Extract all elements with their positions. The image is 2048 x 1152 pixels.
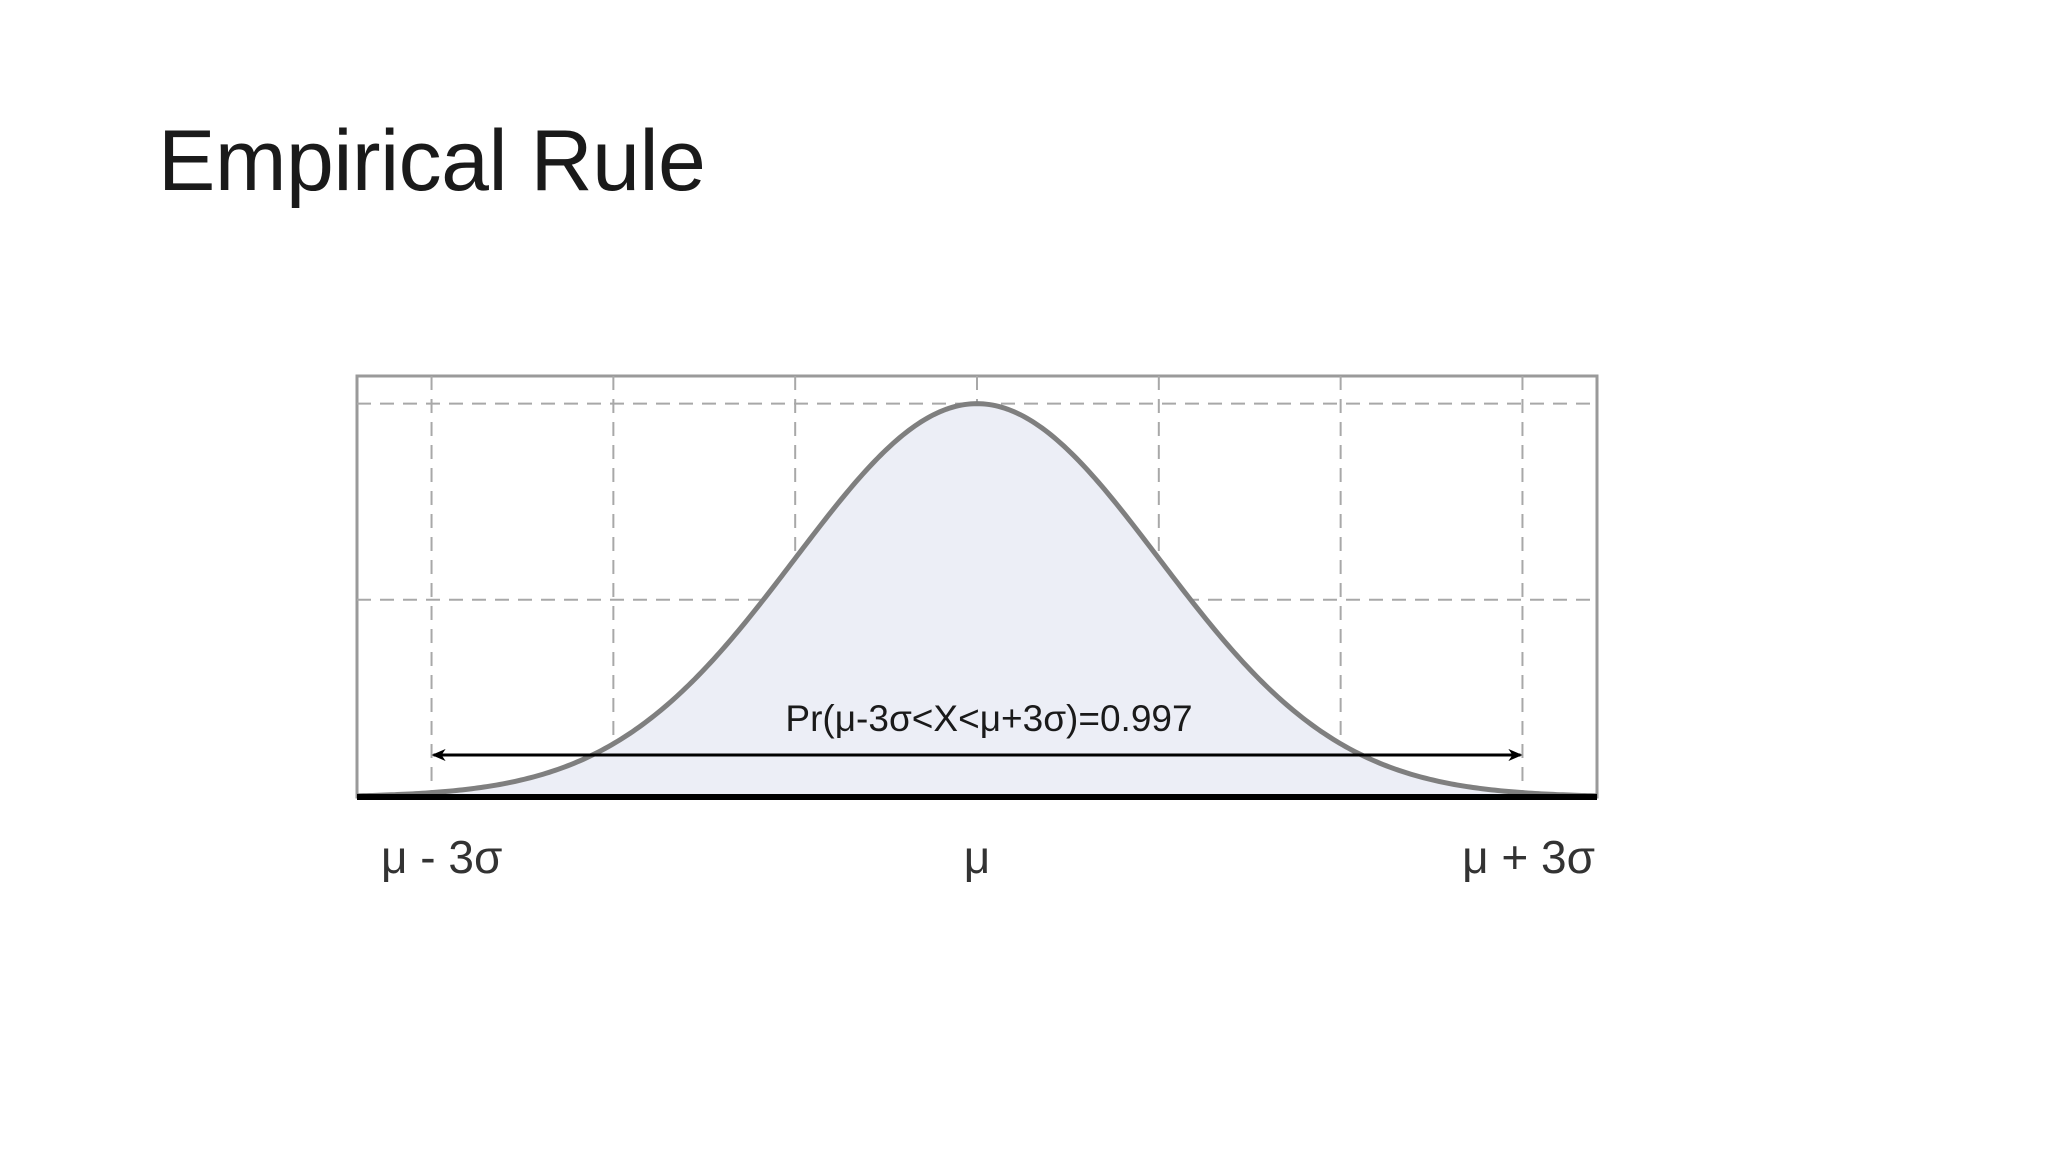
x-tick-label: μ xyxy=(964,831,991,883)
x-tick-label: μ + 3σ xyxy=(1462,831,1595,883)
normal-curve-line xyxy=(356,401,1598,799)
x-tick-label: μ - 3σ xyxy=(381,831,502,883)
slide-title: Empirical Rule xyxy=(158,113,706,209)
probability-annotation: Pr(μ-3σ<X<μ+3σ)=0.997 xyxy=(785,698,1192,739)
probability-area xyxy=(357,403,1597,797)
